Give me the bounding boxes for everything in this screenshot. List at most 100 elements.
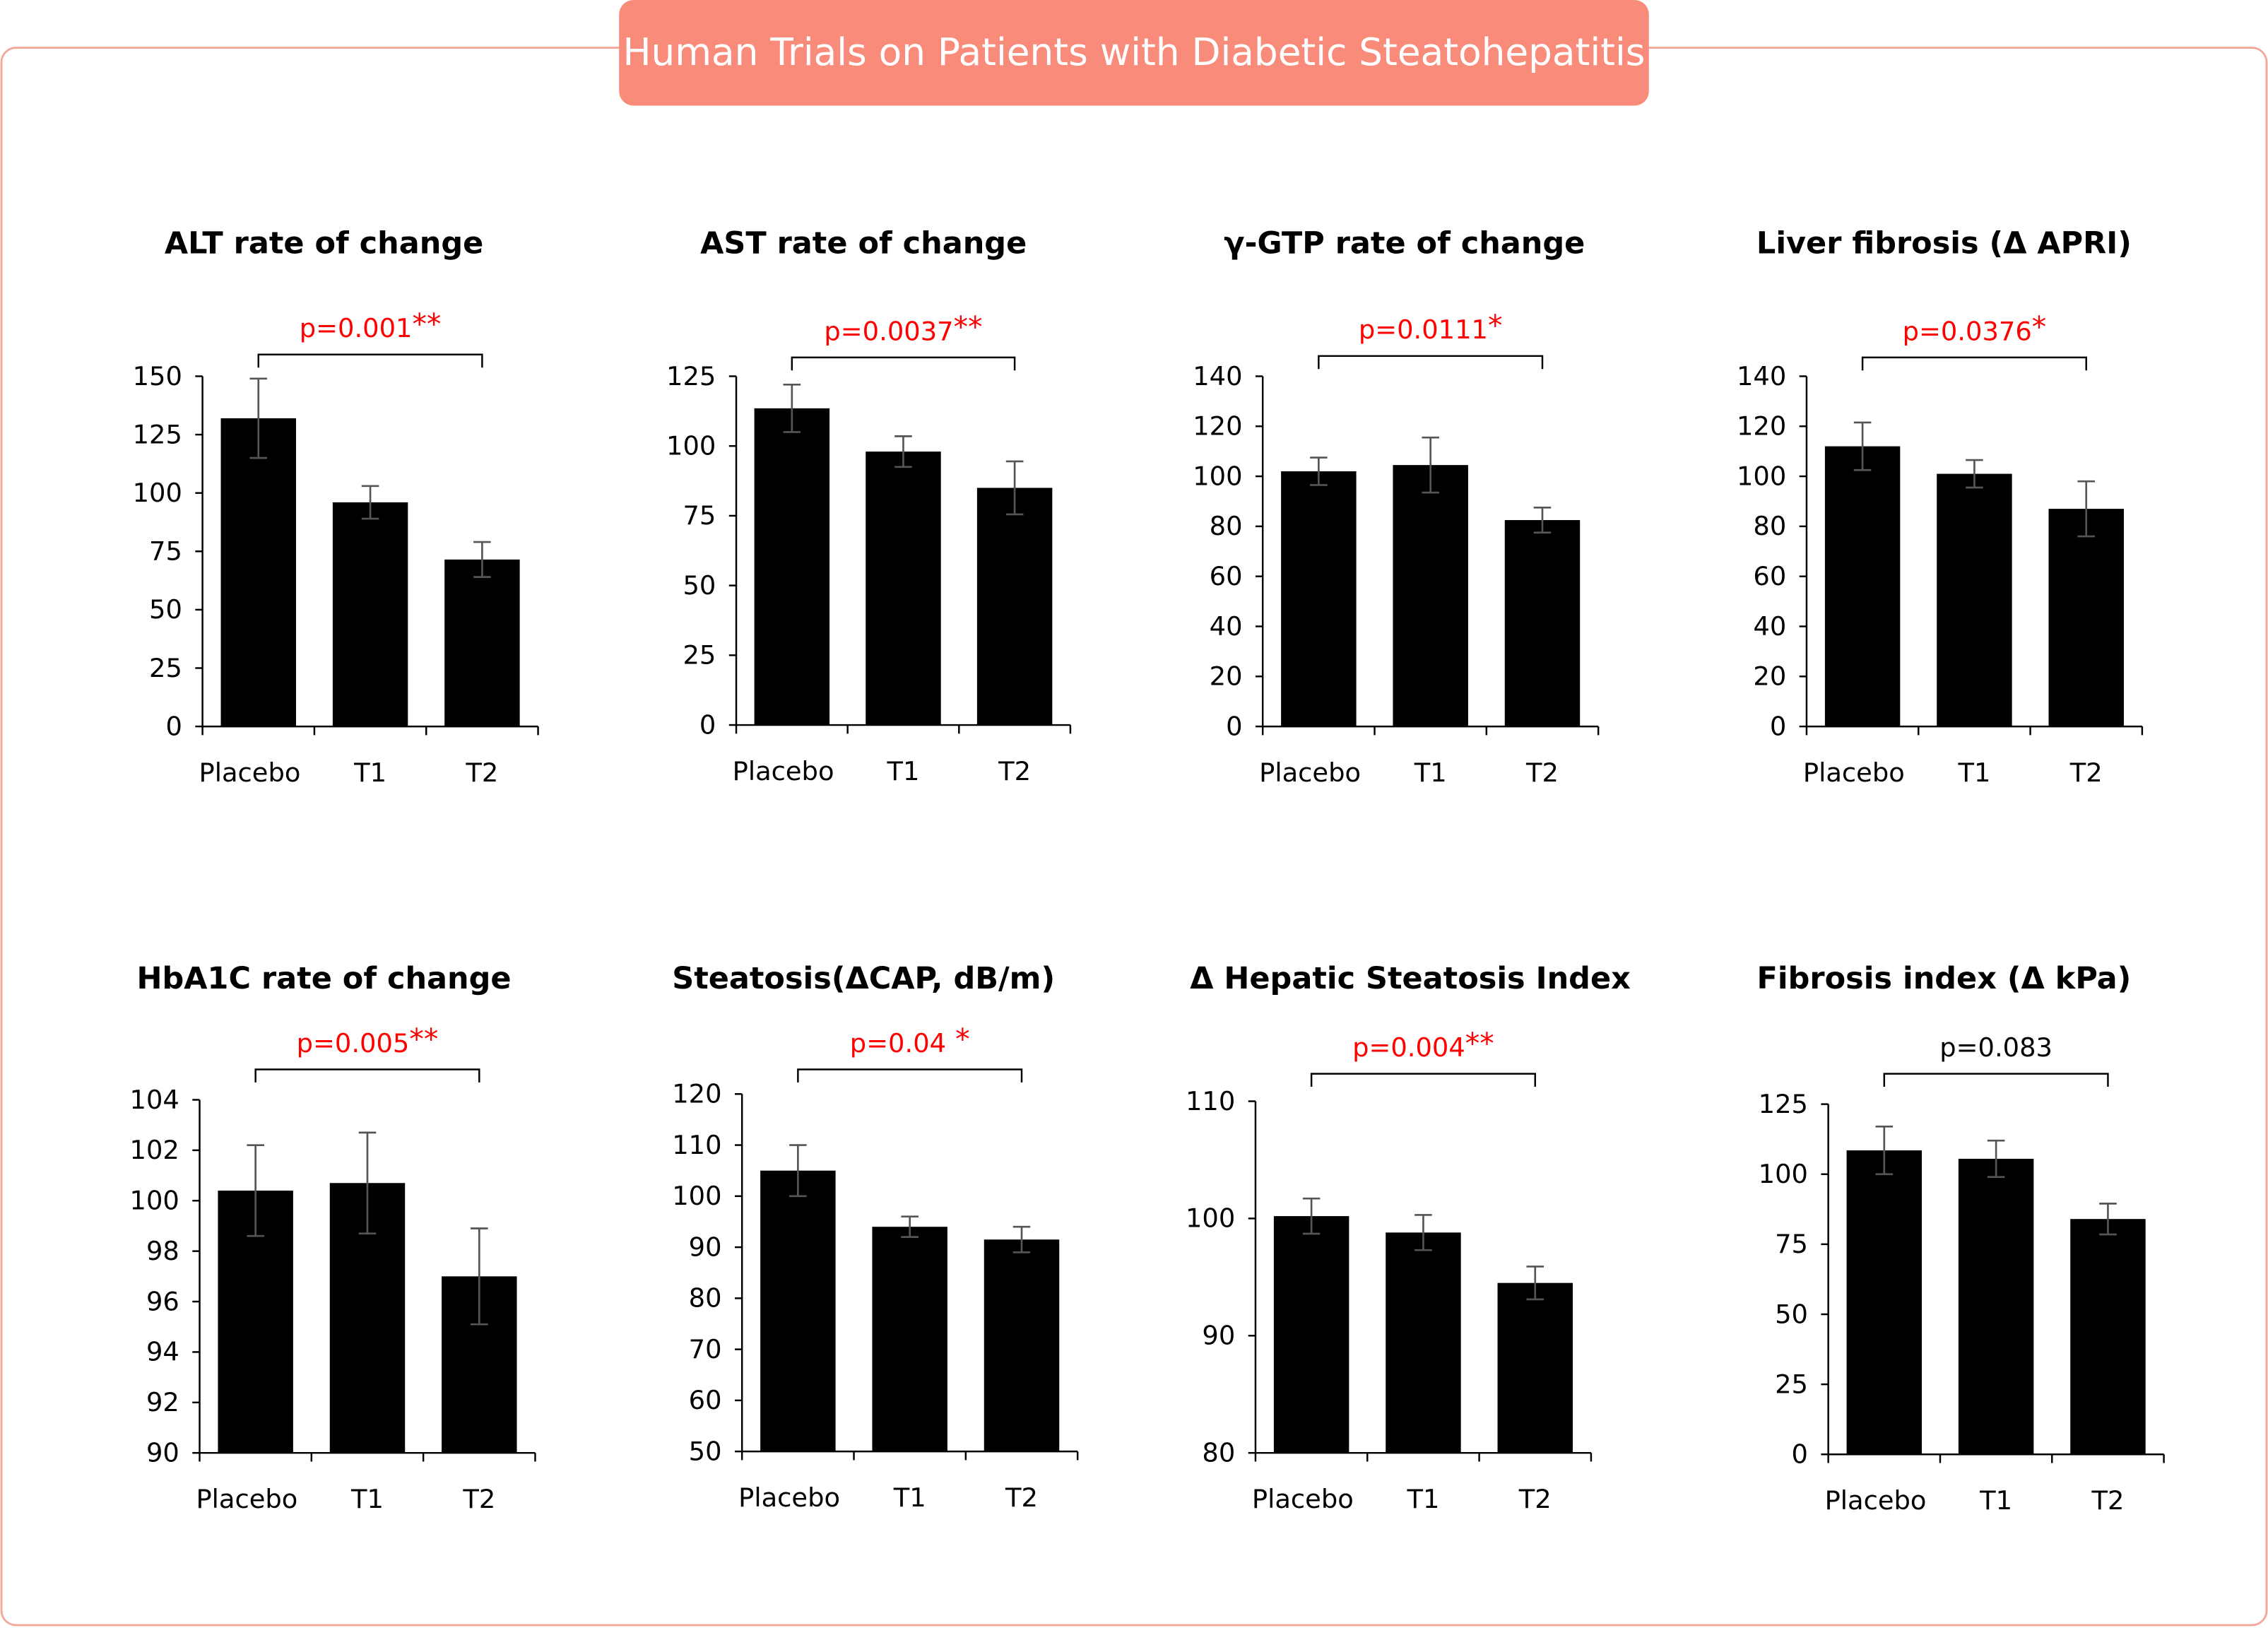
bar (984, 1239, 1060, 1452)
significance-bracket (1310, 1073, 1536, 1087)
header-banner: Human Trials on Patients with Diabetic S… (619, 0, 1649, 106)
y-tick-label: 20 (1753, 661, 1786, 692)
bar (220, 418, 296, 727)
chart-title: AST rate of change (700, 225, 1027, 261)
chart-title: Steatosis(ΔCAP, dB/m) (672, 961, 1055, 996)
bar (1273, 1216, 1349, 1453)
y-tick-label: 100 (666, 430, 716, 461)
p-value-label: p=0.001** (300, 307, 442, 343)
y-tick-label: 110 (672, 1130, 721, 1160)
p-value-label: p=0.0111* (1359, 309, 1503, 345)
chart-title: γ-GTP rate of change (1224, 225, 1585, 261)
y-tick-label: 80 (1753, 511, 1786, 541)
bar (754, 408, 830, 726)
y-tick-label: 50 (683, 570, 716, 601)
y-tick-label: 100 (133, 478, 182, 508)
x-tick-label: Placebo (199, 757, 301, 788)
bar (760, 1170, 836, 1452)
y-tick-label: 92 (146, 1387, 179, 1417)
y-tick-label: 125 (666, 361, 716, 391)
p-value-label: p=0.004** (1352, 1027, 1494, 1063)
x-tick-label: T2 (1005, 1482, 1038, 1513)
bar (2070, 1219, 2146, 1455)
bar (1958, 1158, 2034, 1455)
y-tick-label: 100 (1193, 461, 1242, 491)
y-tick-label: 0 (1770, 711, 1786, 741)
bar (1504, 520, 1581, 727)
significance-bracket (257, 353, 483, 368)
y-tick-label: 25 (683, 640, 716, 671)
y-tick-label: 0 (699, 709, 716, 740)
x-tick-label: T1 (887, 756, 920, 786)
x-tick-label: Placebo (1825, 1485, 1927, 1516)
x-tick-label: Placebo (733, 756, 834, 786)
x-tick-label: T1 (1957, 757, 1990, 788)
significance-stars: ** (409, 1022, 438, 1056)
x-tick-label: T2 (462, 1484, 495, 1514)
chart-panel: Δ Hepatic Steatosis Index 80 90 100 110 Place… (1186, 961, 1631, 1514)
chart-title: ALT rate of change (165, 225, 483, 261)
y-tick-label: 140 (1193, 361, 1242, 391)
chart-panel: γ-GTP rate of change 0 20 40 60 80 100 120 140 Pl… (1193, 225, 1600, 788)
chart-panel: ALT rate of change 0 25 50 75 100 125 150 Placeb… (133, 225, 539, 788)
chart-title: Fibrosis index (Δ kPa) (1757, 961, 2132, 996)
y-tick-label: 0 (1226, 711, 1242, 741)
y-tick-label: 100 (130, 1186, 179, 1216)
y-tick-label: 90 (1202, 1321, 1235, 1351)
y-tick-label: 90 (689, 1232, 722, 1262)
significance-bracket (797, 1068, 1023, 1083)
y-tick-label: 80 (1202, 1437, 1235, 1468)
y-tick-label: 100 (672, 1181, 721, 1211)
significance-stars: * (1488, 309, 1502, 343)
y-tick-label: 150 (133, 361, 182, 391)
y-tick-label: 94 (146, 1337, 179, 1367)
chart-panel: AST rate of change 0 25 50 75 100 125 Placebo T1… (666, 225, 1072, 786)
chart-panel: HbA1C rate of change 90 92 94 96 98 100 102 104 P… (130, 961, 536, 1514)
y-tick-label: 120 (1737, 411, 1786, 442)
bar (1824, 446, 1901, 727)
bar (332, 502, 408, 727)
y-tick-label: 75 (683, 500, 716, 531)
x-tick-label: Placebo (196, 1484, 297, 1514)
y-tick-label: 100 (1759, 1159, 1808, 1189)
y-tick-label: 50 (1775, 1299, 1808, 1329)
y-tick-label: 60 (1753, 561, 1786, 591)
bar (1386, 1232, 1461, 1453)
bar (872, 1227, 947, 1452)
y-tick-label: 104 (130, 1085, 179, 1115)
y-tick-label: 80 (689, 1283, 722, 1314)
y-tick-label: 60 (689, 1385, 722, 1415)
chart-panel: Liver fibrosis (Δ APRI) 0 20 40 60 80 100 120 14… (1737, 225, 2144, 788)
significance-stars: ** (1465, 1027, 1494, 1061)
x-tick-label: T2 (998, 756, 1031, 786)
y-tick-label: 125 (133, 419, 182, 449)
p-value-label: p=0.083 (1939, 1032, 2053, 1063)
header-title: Human Trials on Patients with Diabetic S… (623, 30, 1646, 74)
x-tick-label: Placebo (1803, 757, 1905, 788)
x-tick-label: Placebo (738, 1482, 840, 1513)
y-tick-label: 140 (1737, 361, 1786, 391)
y-tick-label: 90 (146, 1437, 179, 1468)
y-tick-label: 98 (146, 1236, 179, 1266)
significance-stars: * (2032, 310, 2046, 344)
y-tick-label: 40 (1753, 611, 1786, 642)
y-tick-label: 96 (146, 1286, 179, 1316)
bar (1846, 1150, 1923, 1455)
charts-grid: ALT rate of change 0 25 50 75 100 125 150 Placeb… (130, 225, 2165, 1516)
y-tick-label: 40 (1210, 611, 1243, 642)
bar (444, 559, 520, 727)
significance-bracket (791, 356, 1016, 371)
x-tick-label: T1 (353, 757, 386, 788)
y-tick-label: 120 (672, 1079, 721, 1109)
chart-panel: Steatosis(ΔCAP, dB/m) 50 60 70 80 90 100 110 120… (672, 961, 1079, 1513)
y-tick-label: 0 (165, 711, 182, 741)
y-tick-label: 80 (1210, 511, 1243, 541)
x-tick-label: T2 (465, 757, 498, 788)
y-tick-label: 102 (130, 1135, 179, 1165)
bar (1937, 473, 2012, 727)
significance-bracket (254, 1068, 480, 1083)
chart-title: HbA1C rate of change (137, 961, 512, 996)
significance-bracket (1883, 1073, 2109, 1087)
p-value-label: p=0.005** (297, 1022, 439, 1058)
